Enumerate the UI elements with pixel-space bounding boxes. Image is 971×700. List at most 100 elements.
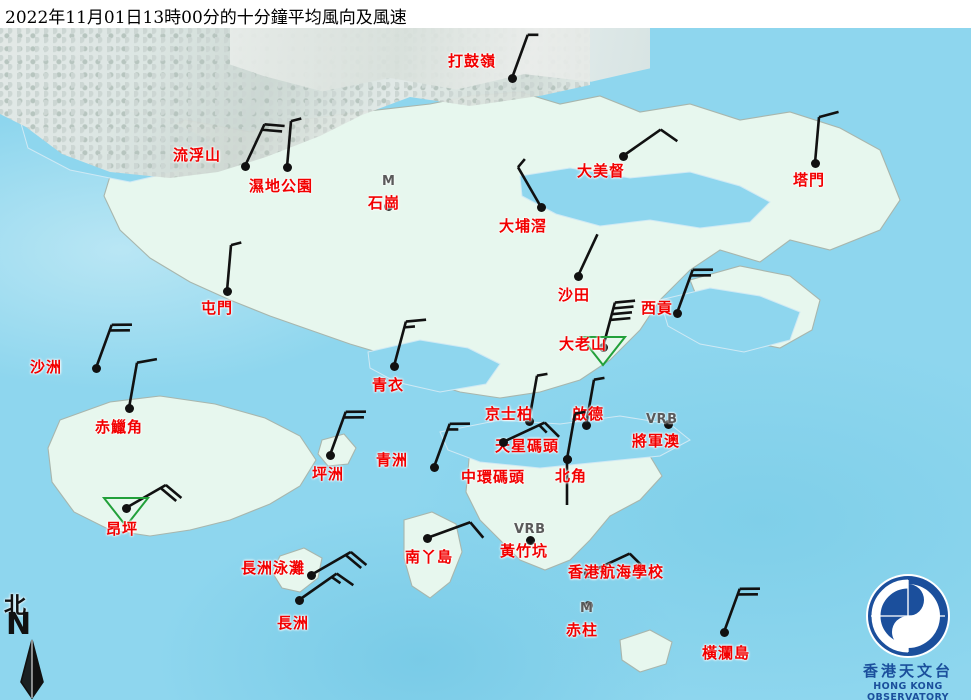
compass-rose: 北 N	[2, 588, 72, 700]
station-label: 青洲	[376, 451, 409, 469]
station-dot	[507, 73, 517, 83]
station-dot	[810, 158, 820, 168]
gust-triangle-icon	[578, 336, 628, 367]
wind-barb-icon	[527, 372, 548, 422]
station-dot	[383, 201, 393, 211]
wind-barb-icon	[722, 587, 760, 633]
station-dot	[389, 361, 399, 371]
wind-barb-icon	[94, 323, 132, 369]
wind-barb-icon	[392, 318, 427, 367]
station-label: 打鼓嶺	[448, 52, 497, 70]
station-dot	[91, 363, 101, 373]
hko-logo: 香港天文台 HONG KONG OBSERVATORY	[845, 572, 971, 700]
station-label: 大埔滘	[499, 217, 548, 235]
wind-barb-icon	[622, 128, 679, 158]
station-label: 西貢	[641, 299, 674, 317]
station-dot	[282, 162, 292, 172]
station-dot	[222, 286, 232, 296]
station-dot	[325, 450, 335, 460]
compass-label-en: N	[6, 607, 32, 642]
land-polygon	[619, 629, 673, 673]
wind-barb-icon	[584, 376, 605, 426]
water-polygon	[519, 167, 771, 229]
compass-label-cn: 北	[4, 593, 27, 619]
station-dot	[581, 420, 591, 430]
station-dot	[562, 454, 572, 464]
station-label: 將軍澳	[632, 432, 681, 450]
station-dot	[422, 533, 432, 543]
wind-barb-icon	[565, 459, 569, 505]
hko-logo-label-cn: 香港天文台	[862, 662, 953, 680]
wind-barb-icon	[298, 572, 355, 602]
wind-barb-icon	[601, 299, 636, 348]
station-dot	[124, 403, 134, 413]
station-dot	[294, 595, 304, 605]
station-flag: M	[580, 601, 594, 616]
wind-barb-icon	[225, 241, 242, 292]
station-flag: VRB	[514, 522, 546, 537]
station-dot	[583, 600, 593, 610]
wind-barb-icon	[516, 158, 543, 208]
station-label: 赤柱	[566, 621, 599, 639]
wind-barb-icon	[587, 552, 645, 575]
station-dot	[663, 419, 673, 429]
station-label: 流浮山	[173, 146, 222, 164]
gust-triangle-icon	[101, 497, 151, 528]
station-label: 北角	[555, 467, 588, 485]
water-polygon	[659, 287, 801, 353]
wind-barb-icon	[675, 268, 713, 314]
station-dot	[240, 161, 250, 171]
wind-barb-icon	[502, 421, 560, 444]
north-arrow-icon	[20, 639, 44, 700]
wind-barb-icon	[813, 110, 839, 164]
station-label: 橫瀾島	[702, 644, 751, 662]
water-polygon	[439, 415, 691, 469]
station-dot	[618, 151, 628, 161]
title-bar: 2022年11月01日13時00分的十分鐘平均風向及風速	[0, 0, 971, 28]
land-polygon	[271, 547, 323, 593]
station-label: 昂坪	[106, 520, 139, 538]
station-dot	[672, 308, 682, 318]
station-label: 京士柏	[485, 405, 534, 423]
water-polygon	[367, 339, 501, 393]
station-label: 石崗	[368, 194, 401, 212]
wind-barb-icon	[426, 521, 485, 540]
wind-barb-icon	[576, 233, 599, 277]
station-dot	[583, 568, 593, 578]
station-dot	[121, 503, 131, 513]
wind-barb-icon	[432, 422, 470, 468]
hko-logo-icon	[866, 574, 950, 658]
hko-logo-label-en: HONG KONG OBSERVATORY	[867, 681, 949, 700]
station-label: 坪洲	[312, 465, 345, 483]
station-dot	[719, 627, 729, 637]
station-flag: VRB	[646, 412, 678, 427]
station-label: 長洲泳灘	[241, 559, 306, 577]
station-label: 長洲	[277, 614, 310, 632]
wind-barb-icon	[285, 117, 302, 168]
wind-barb-icon	[510, 33, 539, 79]
station-label: 啟德	[572, 405, 605, 423]
wind-barb-icon	[127, 357, 158, 409]
wind-barb-icon	[125, 483, 183, 510]
land-polygon	[47, 395, 317, 537]
page-title: 2022年11月01日13時00分的十分鐘平均風向及風速	[5, 8, 407, 28]
station-label: 南丫島	[405, 548, 454, 566]
station-dot	[429, 462, 439, 472]
station-label: 天星碼頭	[495, 437, 560, 455]
station-dot	[524, 416, 534, 426]
station-dot	[598, 342, 608, 352]
station-dot	[525, 535, 535, 545]
station-dot	[536, 202, 546, 212]
station-label: 青衣	[372, 376, 405, 394]
station-label: 大老山	[559, 335, 608, 353]
wind-barb-icon	[310, 550, 368, 577]
station-flag: M	[382, 174, 396, 189]
station-dot	[306, 570, 316, 580]
station-label: 濕地公園	[249, 177, 314, 195]
station-label: 塔門	[793, 171, 826, 189]
wind-barb-icon	[243, 123, 285, 167]
land-polygon	[403, 511, 463, 599]
station-label: 赤鱲角	[95, 418, 144, 436]
station-label: 沙洲	[30, 358, 63, 376]
